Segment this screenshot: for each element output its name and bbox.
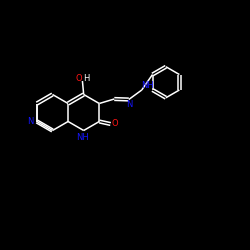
Text: O: O (112, 120, 118, 128)
Text: O: O (76, 74, 82, 83)
Text: N: N (126, 100, 132, 110)
Text: H: H (84, 74, 90, 83)
Text: N: N (27, 117, 33, 126)
Text: NH: NH (76, 133, 89, 142)
Text: NH: NH (141, 80, 154, 90)
